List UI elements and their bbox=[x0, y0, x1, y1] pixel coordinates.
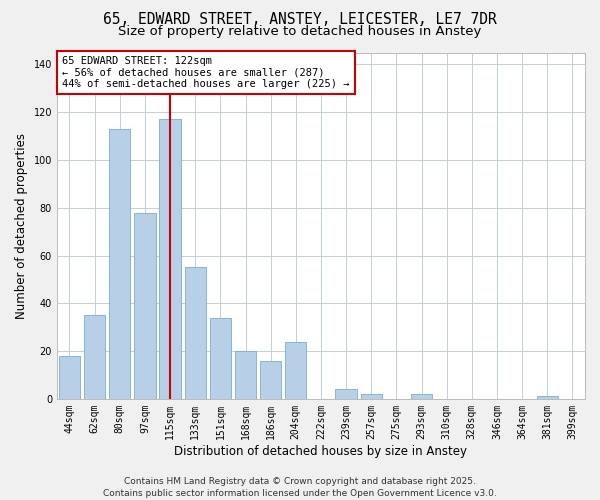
Bar bbox=[335, 390, 357, 399]
Bar bbox=[285, 342, 307, 399]
Text: 65 EDWARD STREET: 122sqm
← 56% of detached houses are smaller (287)
44% of semi-: 65 EDWARD STREET: 122sqm ← 56% of detach… bbox=[62, 56, 350, 89]
Text: Size of property relative to detached houses in Anstey: Size of property relative to detached ho… bbox=[118, 25, 482, 38]
Y-axis label: Number of detached properties: Number of detached properties bbox=[15, 132, 28, 318]
Bar bbox=[59, 356, 80, 399]
X-axis label: Distribution of detached houses by size in Anstey: Distribution of detached houses by size … bbox=[175, 444, 467, 458]
Bar bbox=[160, 120, 181, 399]
Bar bbox=[536, 396, 558, 399]
Bar bbox=[84, 315, 106, 399]
Bar bbox=[361, 394, 382, 399]
Text: 65, EDWARD STREET, ANSTEY, LEICESTER, LE7 7DR: 65, EDWARD STREET, ANSTEY, LEICESTER, LE… bbox=[103, 12, 497, 28]
Bar bbox=[411, 394, 432, 399]
Bar bbox=[109, 129, 130, 399]
Text: Contains HM Land Registry data © Crown copyright and database right 2025.
Contai: Contains HM Land Registry data © Crown c… bbox=[103, 476, 497, 498]
Bar bbox=[235, 351, 256, 399]
Bar bbox=[134, 212, 155, 399]
Bar bbox=[209, 318, 231, 399]
Bar bbox=[185, 268, 206, 399]
Bar bbox=[260, 360, 281, 399]
